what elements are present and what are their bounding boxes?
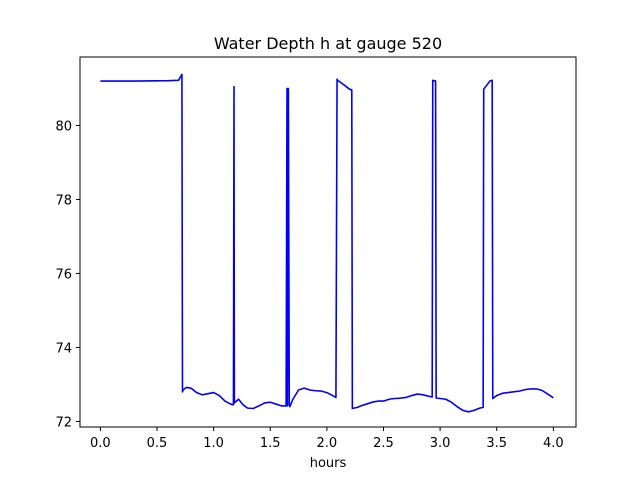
series-line-1 [100,73,554,413]
plot-area [100,73,554,413]
y-axis: 72 74 76 78 80 [55,119,80,430]
y-tick-label: 76 [55,267,72,282]
x-tick-label: 3.5 [486,436,507,451]
y-tick-label: 74 [55,341,72,356]
x-tick-label: 4.0 [543,436,564,451]
x-tick-label: 2.5 [373,436,394,451]
x-tick-label: 3.0 [430,436,451,451]
chart-title: Water Depth h at gauge 520 [214,34,442,53]
x-tick-label: 0.5 [147,436,168,451]
x-tick-label: 0.0 [90,436,111,451]
x-tick-label: 1.5 [260,436,281,451]
y-tick-label: 80 [55,119,72,134]
y-tick-label: 78 [55,193,72,208]
y-tick-label: 72 [55,415,72,430]
x-axis-label: hours [310,456,347,471]
x-tick-label: 1.0 [203,436,224,451]
x-tick-label: 2.0 [317,436,338,451]
axes-frame [79,56,577,428]
x-axis: 0.0 0.5 1.0 1.5 2.0 2.5 3.0 3.5 4.0 [90,427,564,451]
